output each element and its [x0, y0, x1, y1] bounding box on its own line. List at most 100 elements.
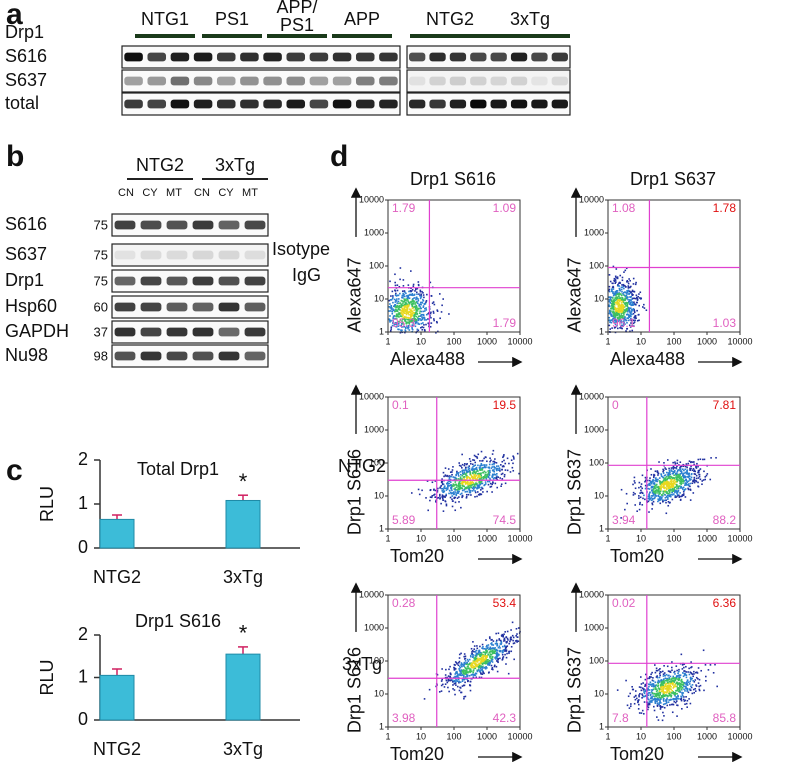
- blot-band: [141, 328, 162, 337]
- event-dot: [394, 299, 396, 301]
- event-dot: [643, 691, 645, 693]
- event-dot: [389, 281, 391, 283]
- event-dot: [680, 461, 682, 463]
- event-dot: [673, 701, 675, 703]
- event-dot: [492, 656, 494, 658]
- event-dot: [458, 485, 460, 487]
- event-dot: [469, 458, 471, 460]
- event-dot: [681, 686, 683, 688]
- event-dot: [675, 463, 677, 465]
- event-dot: [683, 491, 685, 493]
- event-dot: [666, 483, 668, 485]
- event-dot: [649, 480, 651, 482]
- event-dot: [475, 473, 477, 475]
- event-dot: [612, 297, 614, 299]
- blot-band: [141, 352, 162, 361]
- event-dot: [690, 667, 692, 669]
- event-dot: [403, 311, 405, 313]
- event-dot: [448, 468, 450, 470]
- event-dot: [628, 283, 630, 285]
- lane-label: CY: [142, 187, 158, 199]
- event-dot: [647, 689, 649, 691]
- event-dot: [388, 310, 390, 312]
- quadrant-percent: 5.89: [392, 513, 416, 527]
- event-dot: [506, 657, 508, 659]
- event-dot: [654, 487, 656, 489]
- event-dot: [658, 487, 660, 489]
- flow-plot: 1110101001001000100010000100000.2853.43.…: [345, 585, 533, 764]
- event-dot: [692, 676, 694, 678]
- event-dot: [662, 682, 664, 684]
- event-dot: [667, 505, 669, 507]
- event-dot: [667, 495, 669, 497]
- event-dot: [674, 470, 676, 472]
- event-dot: [635, 304, 637, 306]
- event-dot: [470, 475, 472, 477]
- event-dot: [616, 303, 618, 305]
- event-dot: [669, 699, 671, 701]
- event-dot: [474, 645, 476, 647]
- event-dot: [408, 297, 410, 299]
- blot-band: [194, 77, 213, 86]
- event-dot: [481, 667, 483, 669]
- event-dot: [687, 469, 689, 471]
- event-dot: [449, 477, 451, 479]
- event-dot: [639, 502, 641, 504]
- blot-band: [491, 100, 507, 109]
- event-dot: [400, 300, 402, 302]
- event-dot: [696, 463, 698, 465]
- event-dot: [679, 687, 681, 689]
- event-dot: [452, 506, 454, 508]
- event-dot: [667, 675, 669, 677]
- event-dot: [416, 293, 418, 295]
- event-dot: [662, 684, 664, 686]
- event-dot: [458, 462, 460, 464]
- event-dot: [689, 674, 691, 676]
- event-dot: [699, 679, 701, 681]
- event-dot: [639, 291, 641, 293]
- event-dot: [406, 302, 408, 304]
- event-dot: [497, 655, 499, 657]
- event-dot: [452, 684, 454, 686]
- event-dot: [409, 311, 411, 313]
- event-dot: [630, 313, 632, 315]
- event-dot: [489, 470, 491, 472]
- event-dot: [632, 298, 634, 300]
- event-dot: [513, 456, 515, 458]
- event-dot: [503, 633, 505, 635]
- event-dot: [390, 295, 392, 297]
- event-dot: [683, 699, 685, 701]
- event-dot: [392, 308, 394, 310]
- event-dot: [658, 680, 660, 682]
- event-dot: [465, 467, 467, 469]
- event-dot: [689, 681, 691, 683]
- event-dot: [475, 492, 477, 494]
- event-dot: [628, 278, 630, 280]
- event-dot: [445, 501, 447, 503]
- significance: *: [239, 621, 248, 646]
- event-dot: [627, 292, 629, 294]
- event-dot: [499, 470, 501, 472]
- event-dot: [412, 307, 414, 309]
- event-dot: [500, 640, 502, 642]
- event-dot: [465, 676, 467, 678]
- event-dot: [460, 692, 462, 694]
- group-bar: [135, 34, 195, 38]
- event-dot: [397, 284, 399, 286]
- event-dot: [641, 504, 643, 506]
- event-dot: [659, 694, 661, 696]
- event-dot: [622, 310, 624, 312]
- event-dot: [621, 291, 623, 293]
- blot-band: [115, 251, 136, 260]
- event-dot: [473, 459, 475, 461]
- event-dot: [652, 486, 654, 488]
- event-dot: [418, 281, 420, 283]
- event-dot: [486, 650, 488, 652]
- event-dot: [460, 664, 462, 666]
- event-dot: [513, 637, 515, 639]
- event-dot: [464, 662, 466, 664]
- event-dot: [695, 473, 697, 475]
- event-dot: [636, 297, 638, 299]
- event-dot: [654, 710, 656, 712]
- event-dot: [679, 684, 681, 686]
